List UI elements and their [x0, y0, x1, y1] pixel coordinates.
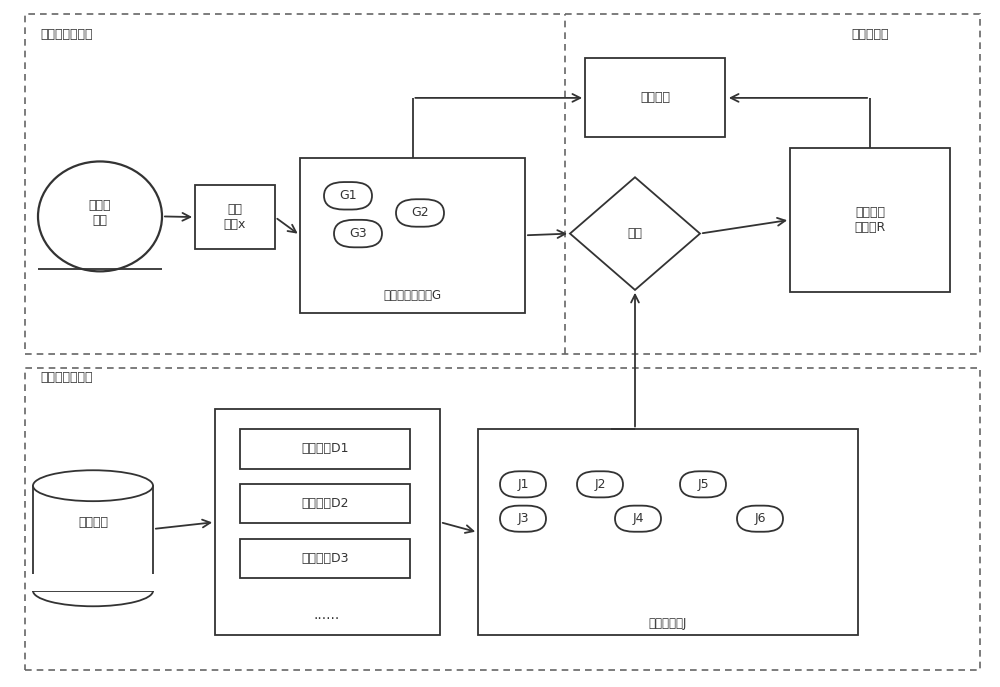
Ellipse shape	[38, 161, 162, 271]
FancyBboxPatch shape	[500, 471, 546, 497]
Text: 数据分段D2: 数据分段D2	[301, 497, 349, 510]
Text: 有限陪审团生成: 有限陪审团生成	[40, 372, 92, 384]
FancyBboxPatch shape	[215, 409, 440, 635]
FancyBboxPatch shape	[240, 539, 410, 578]
Text: G1: G1	[339, 190, 357, 202]
Text: G2: G2	[411, 207, 429, 219]
Text: G3: G3	[349, 227, 367, 240]
FancyBboxPatch shape	[33, 486, 153, 591]
FancyBboxPatch shape	[737, 506, 783, 532]
FancyBboxPatch shape	[790, 148, 950, 292]
FancyBboxPatch shape	[396, 199, 444, 227]
Text: J5: J5	[697, 478, 709, 491]
FancyBboxPatch shape	[577, 471, 623, 497]
FancyBboxPatch shape	[195, 185, 275, 249]
Text: J4: J4	[632, 513, 644, 525]
Text: 检测结果: 检测结果	[640, 91, 670, 104]
FancyBboxPatch shape	[334, 220, 382, 247]
Text: 待检
测点x: 待检 测点x	[224, 203, 246, 231]
Text: ......: ......	[314, 608, 340, 622]
FancyBboxPatch shape	[300, 158, 525, 313]
Polygon shape	[570, 177, 700, 290]
Text: J6: J6	[754, 513, 766, 525]
FancyBboxPatch shape	[585, 58, 725, 137]
Text: 实时数
据流: 实时数 据流	[89, 199, 111, 227]
Text: 历史数据: 历史数据	[78, 516, 108, 528]
FancyBboxPatch shape	[240, 484, 410, 523]
Text: 数据分段D1: 数据分段D1	[301, 442, 349, 455]
FancyBboxPatch shape	[615, 506, 661, 532]
Text: 构建待检测点组G: 构建待检测点组G	[383, 289, 442, 302]
FancyBboxPatch shape	[31, 574, 155, 591]
Ellipse shape	[33, 470, 153, 502]
FancyBboxPatch shape	[324, 182, 372, 210]
Text: J1: J1	[517, 478, 529, 491]
Text: J2: J2	[594, 478, 606, 491]
Text: 待检测点组构建: 待检测点组构建	[40, 28, 92, 41]
FancyBboxPatch shape	[240, 429, 410, 469]
Text: 数据分段D3: 数据分段D3	[301, 552, 349, 565]
FancyBboxPatch shape	[500, 506, 546, 532]
Text: 有限陪审团J: 有限陪审团J	[649, 618, 687, 630]
Text: 评审: 评审	[628, 227, 642, 240]
Text: J3: J3	[517, 513, 529, 525]
FancyBboxPatch shape	[478, 429, 858, 635]
Text: 评审并检测: 评审并检测	[851, 28, 889, 41]
FancyBboxPatch shape	[680, 471, 726, 497]
Text: 评审结果
数据集R: 评审结果 数据集R	[854, 206, 886, 234]
